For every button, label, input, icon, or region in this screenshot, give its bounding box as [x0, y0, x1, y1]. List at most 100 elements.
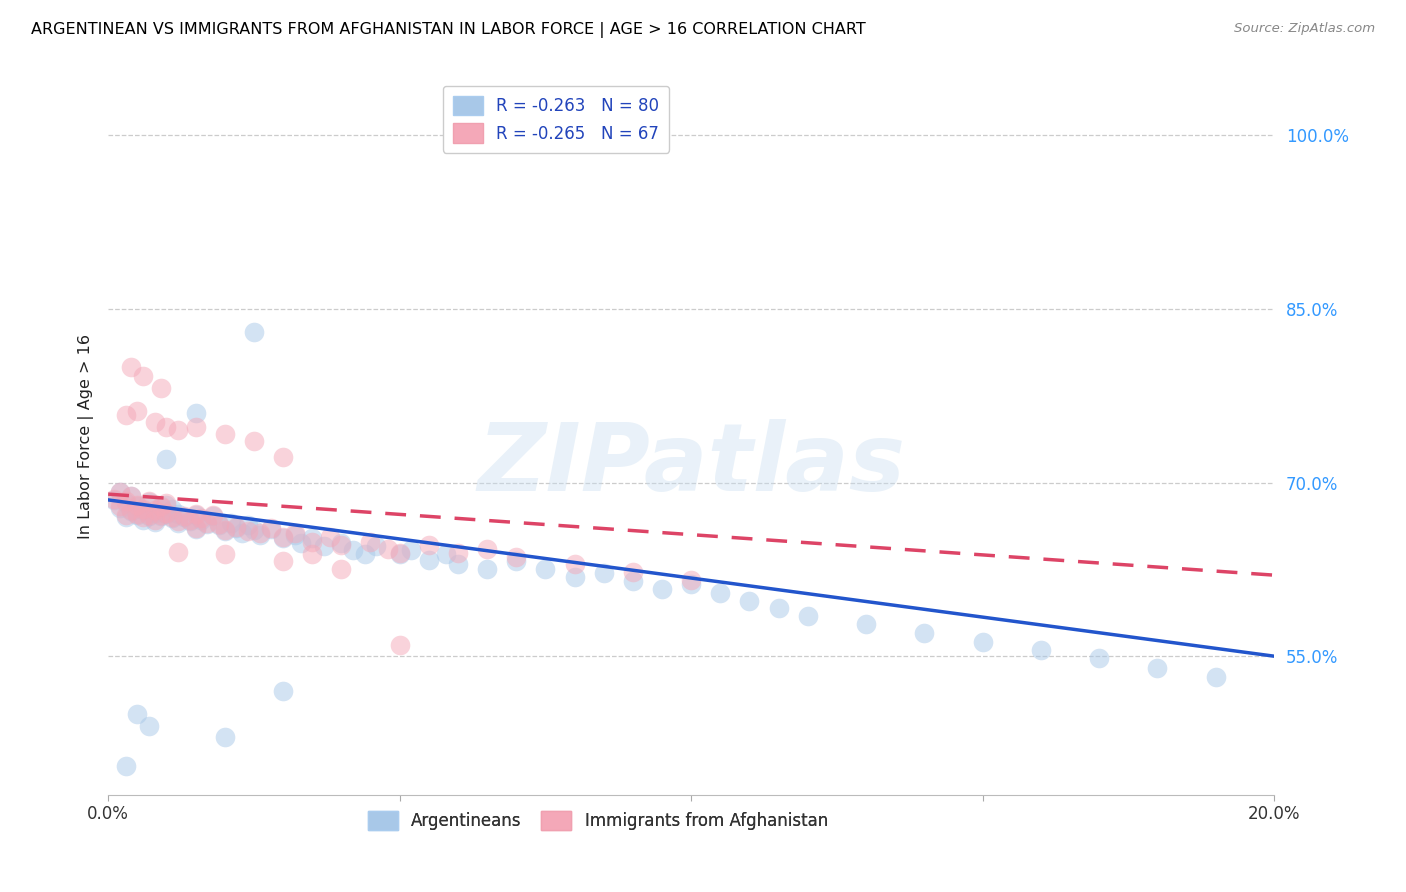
Point [290, 535, 312, 549]
Point [505, 554, 527, 568]
Point [388, 546, 411, 560]
Point [855, 616, 877, 631]
Point [195, 517, 218, 532]
Point [1146, 661, 1168, 675]
Point [271, 450, 294, 464]
Point [621, 574, 644, 588]
Point [318, 530, 340, 544]
Text: ARGENTINEAN VS IMMIGRANTS FROM AFGHANISTAN IN LABOR FORCE | AGE > 16 CORRELATION: ARGENTINEAN VS IMMIGRANTS FROM AFGHANIST… [31, 22, 866, 38]
Point [184, 406, 207, 420]
Point [447, 557, 470, 571]
Point [330, 562, 353, 576]
Point [114, 508, 136, 522]
Point [149, 508, 172, 522]
Point [342, 542, 364, 557]
Point [564, 570, 586, 584]
Point [143, 506, 166, 520]
Point [208, 517, 231, 532]
Point [534, 562, 557, 576]
Point [243, 523, 266, 537]
Point [114, 759, 136, 773]
Point [366, 539, 388, 553]
Point [132, 502, 155, 516]
Point [103, 491, 125, 506]
Point [149, 500, 172, 514]
Point [236, 518, 259, 533]
Point [505, 549, 527, 564]
Point [184, 522, 207, 536]
Point [447, 546, 470, 560]
Point [138, 494, 160, 508]
Point [202, 508, 225, 522]
Point [138, 718, 160, 732]
Point [475, 562, 498, 576]
Point [388, 638, 411, 652]
Point [173, 509, 195, 524]
Point [236, 524, 259, 538]
Point [114, 510, 136, 524]
Y-axis label: In Labor Force | Age > 16: In Labor Force | Age > 16 [79, 334, 94, 539]
Point [359, 534, 381, 549]
Point [184, 508, 207, 522]
Point [155, 452, 177, 467]
Point [132, 510, 155, 524]
Text: Source: ZipAtlas.com: Source: ZipAtlas.com [1234, 22, 1375, 36]
Point [184, 507, 207, 521]
Point [972, 635, 994, 649]
Point [214, 547, 236, 561]
Point [219, 516, 242, 530]
Point [121, 504, 143, 518]
Point [681, 577, 703, 591]
Point [301, 531, 323, 545]
Point [108, 501, 131, 516]
Point [738, 593, 761, 607]
Point [132, 503, 155, 517]
Point [108, 484, 131, 499]
Point [167, 545, 190, 559]
Point [162, 511, 184, 525]
Point [231, 526, 253, 541]
Point [155, 420, 177, 434]
Point [796, 608, 818, 623]
Point [592, 566, 614, 580]
Point [121, 490, 143, 504]
Point [149, 381, 172, 395]
Point [121, 490, 143, 504]
Point [225, 521, 247, 535]
Point [301, 534, 323, 549]
Point [651, 582, 673, 596]
Point [167, 516, 190, 530]
Point [184, 521, 207, 535]
Legend: Argentineans, Immigrants from Afghanistan: Argentineans, Immigrants from Afghanista… [361, 805, 835, 837]
Point [155, 498, 177, 512]
Point [127, 507, 149, 521]
Point [1205, 670, 1227, 684]
Point [353, 547, 375, 561]
Point [132, 512, 155, 526]
Point [138, 495, 160, 509]
Point [114, 496, 136, 510]
Point [108, 499, 131, 513]
Point [167, 424, 190, 438]
Point [190, 511, 212, 525]
Point [271, 684, 294, 698]
Point [621, 565, 644, 579]
Point [225, 519, 247, 533]
Point [143, 416, 166, 430]
Point [114, 494, 136, 508]
Point [249, 526, 271, 541]
Point [1029, 643, 1052, 657]
Point [103, 492, 125, 507]
Point [330, 535, 353, 549]
Point [149, 499, 172, 513]
Point [173, 510, 195, 524]
Point [401, 542, 423, 557]
Point [418, 553, 440, 567]
Point [127, 499, 149, 513]
Point [127, 404, 149, 418]
Point [243, 434, 266, 448]
Point [214, 426, 236, 441]
Point [271, 531, 294, 545]
Point [155, 507, 177, 521]
Point [284, 526, 307, 541]
